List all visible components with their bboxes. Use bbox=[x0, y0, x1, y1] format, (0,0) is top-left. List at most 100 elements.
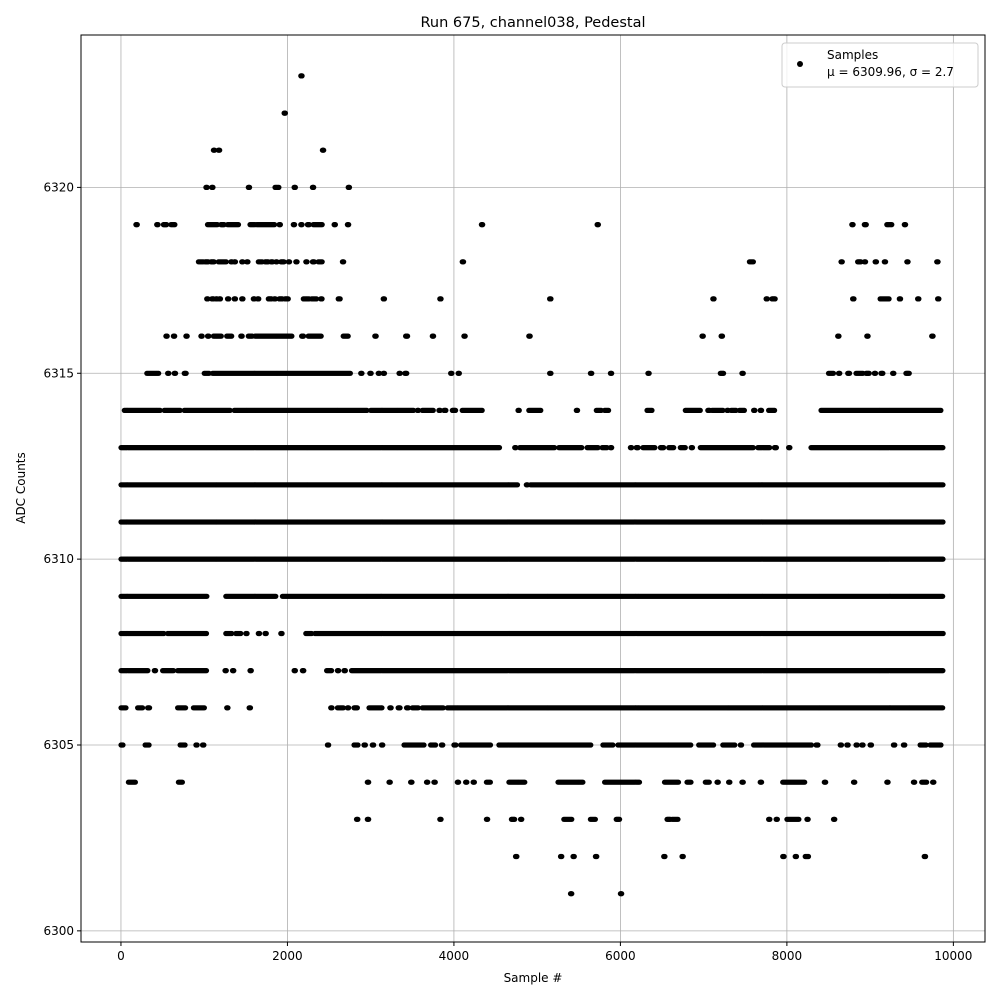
data-point bbox=[183, 705, 189, 711]
data-point bbox=[923, 742, 929, 748]
data-point bbox=[675, 779, 682, 785]
data-point bbox=[852, 779, 858, 785]
data-point bbox=[711, 742, 717, 748]
data-point bbox=[675, 816, 681, 822]
data-point bbox=[388, 705, 394, 711]
data-point bbox=[387, 779, 393, 785]
data-point bbox=[732, 742, 738, 748]
data-point bbox=[569, 816, 575, 822]
data-point bbox=[512, 816, 518, 822]
data-point bbox=[453, 742, 459, 748]
data-point bbox=[940, 705, 946, 711]
data-point bbox=[179, 779, 185, 785]
data-point bbox=[362, 742, 368, 748]
data-point bbox=[805, 816, 811, 822]
data-point bbox=[438, 816, 444, 822]
data-point bbox=[355, 742, 361, 748]
data-point bbox=[201, 705, 207, 711]
data-point bbox=[892, 742, 898, 748]
data-point bbox=[203, 668, 210, 674]
data-point bbox=[885, 779, 891, 785]
data-point bbox=[610, 742, 616, 748]
data-point bbox=[225, 705, 231, 711]
data-point bbox=[204, 593, 210, 599]
data-point bbox=[182, 742, 188, 748]
data-point bbox=[371, 742, 377, 748]
data-point bbox=[774, 816, 781, 822]
data-point bbox=[432, 779, 438, 785]
data-point bbox=[342, 668, 348, 674]
data-point bbox=[203, 630, 210, 637]
data-point bbox=[201, 742, 207, 748]
data-point bbox=[823, 779, 829, 785]
data-point bbox=[487, 779, 493, 785]
data-point bbox=[263, 630, 269, 637]
data-point bbox=[832, 816, 838, 822]
data-point bbox=[519, 816, 525, 822]
data-point bbox=[279, 630, 285, 637]
data-point bbox=[425, 779, 431, 785]
data-point bbox=[487, 742, 494, 748]
data-point bbox=[421, 742, 427, 748]
data-point bbox=[805, 853, 812, 860]
data-point bbox=[485, 816, 491, 822]
data-point bbox=[366, 816, 372, 822]
data-point bbox=[594, 853, 600, 860]
data-point bbox=[715, 779, 721, 785]
data-point bbox=[415, 705, 421, 711]
data-point bbox=[522, 779, 528, 785]
data-point bbox=[912, 779, 918, 785]
data-point bbox=[860, 742, 866, 748]
data-point bbox=[366, 779, 372, 785]
data-point bbox=[838, 742, 845, 748]
data-point bbox=[440, 705, 446, 711]
data-point bbox=[923, 853, 929, 860]
data-point bbox=[273, 593, 279, 599]
data-point bbox=[940, 593, 946, 599]
data-point bbox=[739, 742, 745, 748]
data-point bbox=[706, 779, 712, 785]
data-point bbox=[123, 705, 129, 711]
data-point bbox=[924, 779, 930, 785]
data-point bbox=[793, 853, 800, 860]
data-point bbox=[440, 742, 446, 748]
data-point bbox=[257, 630, 263, 637]
data-point bbox=[938, 742, 944, 748]
data-point bbox=[688, 742, 694, 748]
data-point bbox=[559, 853, 565, 860]
data-point bbox=[759, 779, 765, 785]
data-point bbox=[247, 705, 254, 711]
data-point bbox=[727, 779, 733, 785]
data-point bbox=[571, 853, 577, 860]
data-point bbox=[940, 556, 946, 562]
data-point bbox=[336, 668, 342, 674]
data-point bbox=[617, 816, 623, 822]
data-point bbox=[346, 705, 352, 711]
data-point bbox=[329, 668, 335, 674]
data-point bbox=[854, 742, 860, 748]
data-point bbox=[340, 705, 346, 711]
data-point bbox=[808, 742, 815, 748]
data-point bbox=[815, 742, 821, 748]
data-point bbox=[194, 742, 200, 748]
data-point bbox=[140, 705, 146, 711]
data-point bbox=[132, 779, 138, 785]
data-point bbox=[464, 779, 470, 785]
data-point bbox=[940, 630, 946, 637]
data-point bbox=[223, 668, 229, 674]
data-point bbox=[688, 779, 694, 785]
data-point bbox=[238, 630, 244, 637]
data-point bbox=[409, 779, 415, 785]
data-point bbox=[326, 742, 332, 748]
data-point bbox=[619, 891, 625, 897]
data-point bbox=[456, 779, 462, 785]
data-point bbox=[845, 742, 851, 748]
data-point bbox=[171, 668, 177, 674]
data-point bbox=[354, 705, 360, 711]
data-point bbox=[902, 742, 908, 748]
data-point bbox=[592, 816, 599, 822]
data-point bbox=[680, 853, 686, 860]
data-point bbox=[802, 779, 808, 785]
